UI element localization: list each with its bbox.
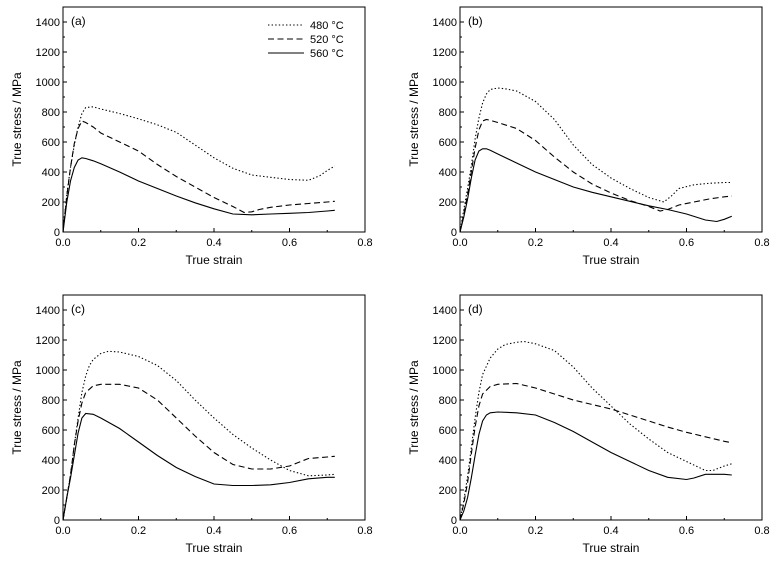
x-axis-label: True strain	[186, 253, 243, 267]
series-line-dotted	[459, 87, 732, 233]
y-tick-label: 1000	[433, 77, 457, 89]
y-axis-label: True stress / MPa	[10, 72, 24, 167]
y-tick-label: 1200	[36, 335, 60, 347]
y-tick-label: 1400	[433, 305, 457, 317]
y-tick-label: 1200	[36, 47, 60, 59]
panel-label: (c)	[71, 302, 85, 316]
y-tick-label: 200	[439, 197, 457, 209]
series-line-solid	[62, 412, 335, 521]
series-line-dashed	[62, 383, 335, 521]
y-tick-label: 1000	[36, 365, 60, 377]
x-tick-label: 0.0	[452, 525, 467, 537]
y-tick-label: 800	[439, 107, 457, 119]
legend-entry: 520 °C	[310, 34, 344, 46]
y-tick-label: 800	[42, 107, 60, 119]
x-tick-label: 0.8	[357, 237, 372, 249]
y-tick-label: 1000	[36, 77, 60, 89]
y-tick-label: 200	[42, 197, 60, 209]
y-tick-label: 0	[54, 227, 60, 239]
y-tick-label: 800	[42, 395, 60, 407]
series-line-dotted	[62, 106, 336, 233]
y-tick-label: 600	[42, 137, 60, 149]
chart-panel-1: 0.0 0.2 0.4 0.6 0.8 0 200 400 600 800 1000 1200 1400…	[407, 6, 770, 267]
x-tick-label: 0.0	[452, 237, 467, 249]
x-tick-label: 0.4	[603, 237, 618, 249]
x-tick-label: 0.6	[282, 237, 297, 249]
y-tick-label: 1400	[433, 17, 457, 29]
y-tick-label: 1400	[36, 305, 60, 317]
x-tick-label: 0.0	[55, 237, 70, 249]
y-tick-label: 200	[439, 485, 457, 497]
panel-label: (d)	[468, 302, 483, 316]
y-tick-label: 400	[42, 167, 60, 179]
series-line-dotted	[62, 350, 335, 521]
chart-panel-0: 0.0 0.2 0.4 0.6 0.8 0 200 400 600 800 1000 1200 1400…	[10, 6, 373, 267]
x-tick-label: 0.8	[357, 525, 372, 537]
series-line-dotted	[459, 340, 732, 521]
y-tick-label: 1200	[433, 47, 457, 59]
y-axis-label: True stress / MPa	[10, 360, 24, 455]
y-tick-label: 0	[54, 515, 60, 527]
legend-entry: 560 °C	[310, 48, 344, 60]
y-tick-label: 600	[42, 425, 60, 437]
x-tick-label: 0.4	[603, 525, 618, 537]
y-tick-label: 400	[439, 455, 457, 467]
x-tick-label: 0.8	[754, 525, 769, 537]
series-line-dashed	[62, 120, 335, 233]
panel-label: (a)	[71, 14, 86, 28]
x-axis-label: True strain	[583, 253, 640, 267]
y-tick-label: 400	[439, 167, 457, 179]
y-tick-label: 0	[451, 227, 457, 239]
x-tick-label: 0.6	[282, 525, 297, 537]
y-tick-label: 1200	[433, 335, 457, 347]
x-tick-label: 0.2	[131, 525, 146, 537]
x-axis-label: True strain	[186, 541, 243, 555]
x-tick-label: 0.2	[528, 237, 543, 249]
x-tick-label: 0.6	[679, 525, 694, 537]
x-tick-label: 0.4	[206, 237, 221, 249]
series-line-dashed	[459, 382, 732, 521]
legend-entry: 480 °C	[310, 20, 344, 32]
x-axis-label: True strain	[583, 541, 640, 555]
x-tick-label: 0.0	[55, 525, 70, 537]
series-line-solid	[459, 148, 733, 233]
plot-frame	[62, 294, 366, 521]
y-tick-label: 800	[439, 395, 457, 407]
chart-panel-3: 0.0 0.2 0.4 0.6 0.8 0 200 400 600 800 1000 1200 1400…	[407, 294, 770, 555]
x-tick-label: 0.4	[206, 525, 221, 537]
y-tick-label: 200	[42, 485, 60, 497]
plot-frame	[459, 294, 763, 521]
y-tick-label: 0	[451, 515, 457, 527]
x-tick-label: 0.2	[131, 237, 146, 249]
y-tick-label: 400	[42, 455, 60, 467]
x-tick-label: 0.8	[754, 237, 769, 249]
y-tick-label: 600	[439, 137, 457, 149]
chart-panel-2: 0.0 0.2 0.4 0.6 0.8 0 200 400 600 800 1000 1200 1400…	[10, 294, 373, 555]
y-axis-label: True stress / MPa	[407, 360, 421, 455]
y-tick-label: 1000	[433, 365, 457, 377]
y-tick-label: 1400	[36, 17, 60, 29]
x-tick-label: 0.6	[679, 237, 694, 249]
y-axis-label: True stress / MPa	[407, 72, 421, 167]
series-line-dashed	[459, 118, 732, 233]
legend: 480 °C 520 °C 560 °C	[268, 20, 344, 60]
series-line-solid	[459, 411, 732, 521]
y-tick-label: 600	[439, 425, 457, 437]
panel-label: (b)	[468, 14, 483, 28]
series-line-solid	[62, 157, 335, 233]
x-tick-label: 0.2	[528, 525, 543, 537]
